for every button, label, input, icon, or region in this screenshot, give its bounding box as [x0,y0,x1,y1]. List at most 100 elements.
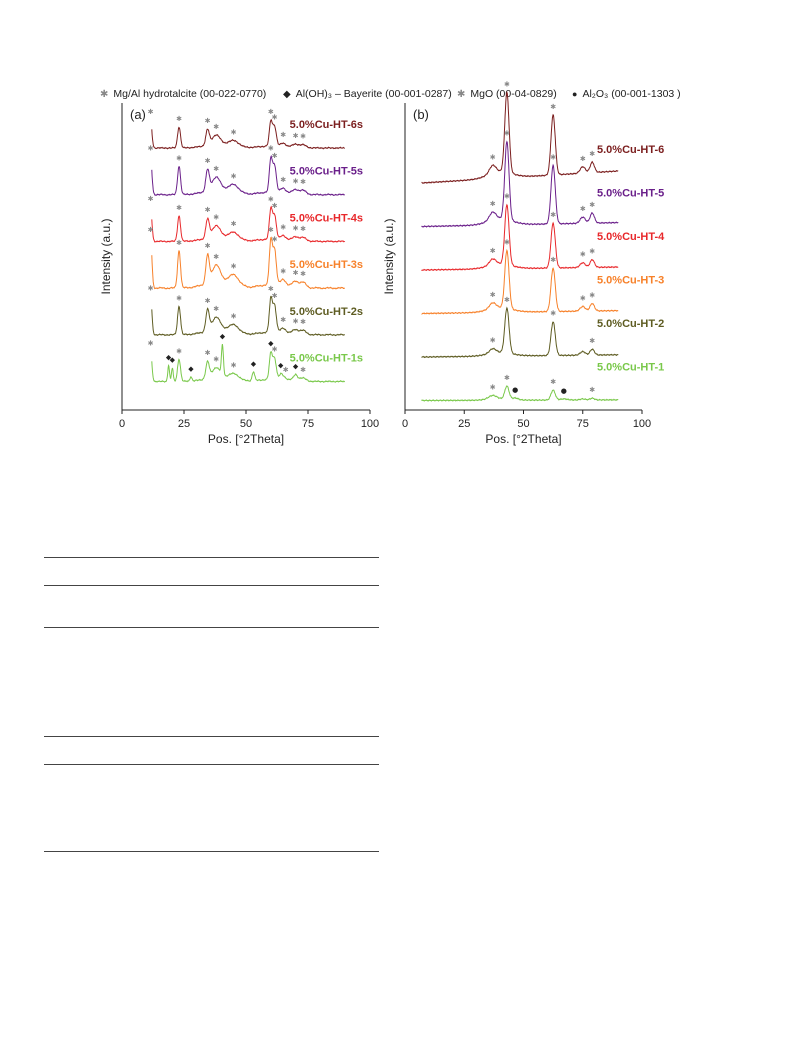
series-label: 5.0%Cu-HT-3 [597,275,664,287]
peak-star-marker: ✱ [268,226,274,234]
xrd-figure: 0 25 50 75 100 Pos. [°2Theta] Intensity (a.u.)… [99,80,665,446]
peak-star-marker: ✱ [272,202,278,210]
peak-star-marker: ✱ [550,310,556,318]
peak-star-marker: ✱ [176,239,182,247]
peak-star-marker: ✱ [293,225,299,233]
peak-diamond-marker: ◆ [170,356,176,364]
peak-star-marker: ✱ [272,292,278,300]
peak-star-marker: ✱ [205,297,211,305]
peak-star-marker: ✱ [550,153,556,161]
peak-star-marker: ✱ [504,130,510,138]
series-label: 5.0%Cu-HT-5 [597,188,664,200]
peak-diamond-marker: ◆ [188,365,194,373]
peak-star-marker: ✱ [231,262,237,270]
x-tick-label: 100 [633,418,651,430]
peak-star-marker: ✱ [589,386,595,394]
peak-star-marker: ✱ [176,204,182,212]
x-tick-label: 50 [517,418,529,430]
peak-star-marker: ✱ [148,108,154,116]
peak-star-marker: ✱ [272,236,278,244]
table-rule-2 [44,585,379,586]
peak-star-marker: ✱ [504,374,510,382]
x-tick-label: 100 [361,418,379,430]
peak-star-marker: ✱ [300,366,306,374]
series-line [421,91,619,184]
y-axis-label: Intensity (a.u.) [382,218,396,294]
series-line [421,248,619,315]
peak-star-marker: ✱ [490,383,496,391]
peak-star-marker: ✱ [205,117,211,125]
peak-star-marker: ✱ [580,205,586,213]
peak-star-marker: ✱ [280,267,286,275]
peak-star-marker: ✱ [148,144,154,152]
peak-star-marker: ✱ [580,294,586,302]
series-line [421,306,619,359]
peak-star-marker: ✱ [300,318,306,326]
table-rule-3 [44,627,379,628]
peak-star-marker: ✱ [176,115,182,123]
peak-star-marker: ✱ [589,291,595,299]
peak-diamond-marker: ◆ [166,353,172,361]
x-tick-label: 0 [402,418,408,430]
series-line [151,205,346,243]
peak-star-marker: ✱ [176,347,182,355]
peak-star-marker: ✱ [550,256,556,264]
peak-star-marker: ✱ [148,340,154,348]
peak-star-marker: ✱ [272,152,278,160]
legend-item-2: ◆ Al(OH)₃ – Bayerite (00-001-0287) [283,88,452,100]
peak-star-marker: ✱ [550,378,556,386]
peak-star-marker: ✱ [268,145,274,153]
peak-diamond-marker: ◆ [268,340,274,348]
legend-diamond-marker: ◆ [283,89,291,100]
peak-star-marker: ✱ [213,305,219,313]
peak-star-marker: ✱ [272,345,278,353]
series-line [151,295,345,337]
peak-star-marker: ✱ [205,206,211,214]
legend-star-marker: ✱ [457,89,466,100]
peak-star-marker: ✱ [148,285,154,293]
peak-star-marker: ✱ [148,195,154,203]
peak-star-marker: ✱ [293,269,299,277]
series-label: 5.0%Cu-HT-5s [290,166,363,178]
table-rule-5 [44,764,379,765]
peak-star-marker: ✱ [293,318,299,326]
peak-diamond-marker: ◆ [293,362,299,370]
peak-star-marker: ✱ [580,251,586,259]
series-line [421,140,619,228]
table-rule-6 [44,851,379,852]
series-label: 5.0%Cu-HT-2 [597,318,664,330]
series-line [421,203,619,271]
series-label: 5.0%Cu-HT-6 [597,144,664,156]
series-line [151,154,346,197]
legend-label: Mg/Al hydrotalcite (00-022-0770) [113,88,267,100]
peak-star-marker: ✱ [490,337,496,345]
x-axis-label: Pos. [°2Theta] [208,432,284,446]
peak-star-marker: ✱ [176,295,182,303]
peak-star-marker: ✱ [231,312,237,320]
peak-star-marker: ✱ [504,193,510,201]
series-label: 5.0%Cu-HT-1 [597,362,664,374]
series-label: 5.0%Cu-HT-4 [597,231,665,243]
peak-star-marker: ✱ [231,220,237,228]
peak-diamond-marker: ◆ [251,360,257,368]
series-label: 5.0%Cu-HT-2s [290,306,363,318]
x-tick-label: 25 [458,418,470,430]
peak-star-marker: ✱ [268,108,274,116]
peak-dot-marker: ● [512,386,518,394]
peak-star-marker: ✱ [300,225,306,233]
peak-star-marker: ✱ [490,200,496,208]
peak-star-marker: ✱ [213,123,219,131]
x-axis-label: Pos. [°2Theta] [485,432,561,446]
table-rule-4 [44,736,379,737]
peak-star-marker: ✱ [490,247,496,255]
peak-star-marker: ✱ [231,172,237,180]
legend-label: Al₂O₃ (00-001-1303 ) [582,88,681,100]
peak-star-marker: ✱ [231,361,237,369]
peak-star-marker: ✱ [490,153,496,161]
peak-star-marker: ✱ [272,113,278,121]
peak-diamond-marker: ◆ [220,333,226,341]
legend-item-4: ● Al₂O₃ (00-001-1303 ) [572,88,681,100]
peak-star-marker: ✱ [589,201,595,209]
series-label: 5.0%Cu-HT-6s [290,119,363,131]
legend-label: MgO (00-04-0829) [470,88,557,100]
